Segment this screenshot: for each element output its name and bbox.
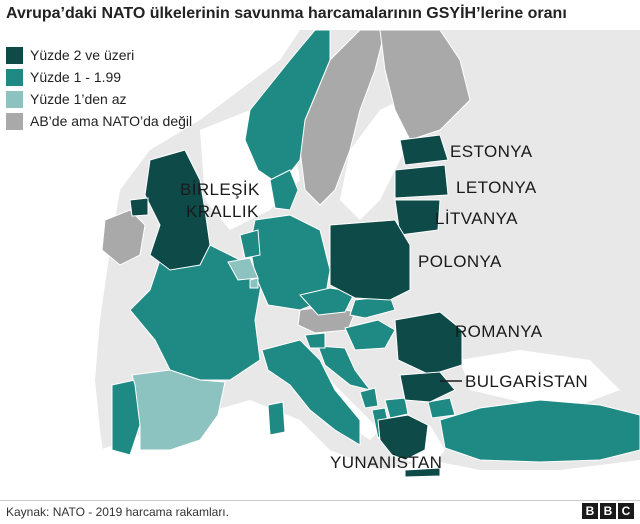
legend-item-high: Yüzde 2 ve üzeri xyxy=(6,44,192,66)
country-united-kingdom xyxy=(144,149,211,271)
country-north-macedonia xyxy=(384,397,409,419)
country-slovenia xyxy=(304,332,326,349)
legend-swatch-non-nato xyxy=(6,112,23,130)
mid-spenders xyxy=(111,30,640,463)
country-sardinia xyxy=(267,401,286,436)
country-norway xyxy=(244,30,331,186)
label-united-kingdom-line2: KRALLIK xyxy=(186,202,259,221)
legend-item-low: Yüzde 1’den az xyxy=(6,88,192,110)
legend-label-mid: Yüzde 1 - 1.99 xyxy=(30,69,122,85)
low-spenders xyxy=(131,257,259,451)
legend-label-non-nato: AB’de ama NATO’da değil xyxy=(30,113,193,129)
country-netherlands xyxy=(239,229,261,259)
country-romania xyxy=(394,311,463,376)
legend-item-non-nato: AB’de ama NATO’da değil xyxy=(6,110,192,132)
label-bulgaria: BULGARİSTAN xyxy=(465,372,589,391)
country-latvia xyxy=(394,164,449,199)
country-ireland xyxy=(101,209,146,266)
legend-label-low: Yüzde 1’den az xyxy=(30,91,127,107)
label-lithuania: LİTVANYA xyxy=(435,209,518,228)
high-spenders xyxy=(129,134,463,478)
country-crete xyxy=(404,467,441,478)
label-greece: YUNANİSTAN xyxy=(330,453,443,472)
country-poland xyxy=(329,219,411,301)
country-italy xyxy=(261,339,361,446)
legend: Yüzde 2 ve üzeri Yüzde 1 - 1.99 Yüzde 1’… xyxy=(6,44,192,132)
bbc-logo-letter-1: B xyxy=(582,503,598,519)
bbc-logo-letter-3: C xyxy=(618,503,634,519)
country-turkey-thrace xyxy=(427,397,456,419)
country-portugal xyxy=(111,379,141,456)
label-latvia: LETONYA xyxy=(456,178,537,197)
bbc-logo-letter-2: B xyxy=(600,503,616,519)
country-turkey xyxy=(439,399,640,463)
country-estonia xyxy=(399,134,449,166)
label-poland: POLONYA xyxy=(418,252,502,271)
label-romania: ROMANYA xyxy=(455,322,543,341)
legend-swatch-low xyxy=(6,90,23,108)
label-estonia: ESTONYA xyxy=(450,142,533,161)
black-sea xyxy=(460,350,620,405)
country-spain xyxy=(131,369,226,451)
country-denmark xyxy=(269,169,299,211)
legend-label-high: Yüzde 2 ve üzeri xyxy=(30,47,135,63)
source-note: Kaynak: NATO - 2019 harcama rakamları. xyxy=(6,505,229,519)
map-svg xyxy=(0,30,640,500)
country-montenegro xyxy=(359,387,379,409)
atlantic-ocean xyxy=(0,30,300,500)
country-sweden xyxy=(299,30,386,206)
baltic-sea xyxy=(340,100,410,220)
country-lithuania xyxy=(394,199,441,236)
europe-map: ESTONYA LETONYA LİTVANYA BİRLEŞİK KRALLI… xyxy=(0,30,640,500)
country-luxembourg xyxy=(249,277,259,289)
footer-divider xyxy=(0,500,640,501)
legend-item-mid: Yüzde 1 - 1.99 xyxy=(6,66,192,88)
country-czechia xyxy=(299,287,356,316)
bbc-logo: B B C xyxy=(582,503,634,519)
country-finland xyxy=(379,30,471,141)
chart-title: Avrupa’daki NATO ülkelerinin savunma har… xyxy=(6,5,567,22)
legend-swatch-mid xyxy=(6,68,23,86)
country-bulgaria xyxy=(399,371,456,403)
country-northern-ireland xyxy=(129,197,149,217)
mediterranean-sea xyxy=(100,400,640,500)
country-hungary xyxy=(344,319,396,351)
country-greece xyxy=(377,414,429,461)
legend-swatch-high xyxy=(6,46,23,64)
label-united-kingdom-line1: BİRLEŞİK xyxy=(180,180,260,199)
